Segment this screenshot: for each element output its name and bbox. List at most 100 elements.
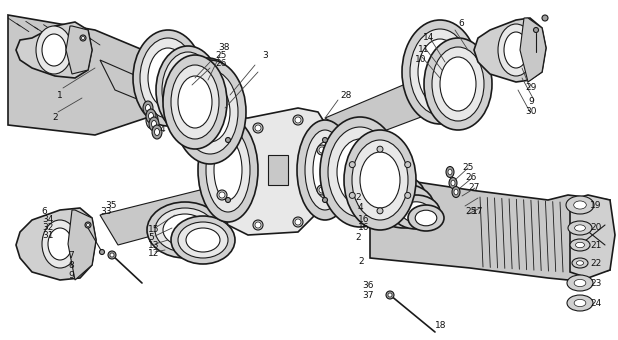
Circle shape	[323, 198, 328, 203]
Text: 19: 19	[590, 201, 601, 209]
Ellipse shape	[354, 172, 426, 224]
Text: 7: 7	[68, 251, 74, 259]
Text: 13: 13	[148, 240, 159, 250]
Circle shape	[87, 223, 90, 226]
Ellipse shape	[155, 208, 215, 252]
Text: 31: 31	[42, 231, 54, 239]
Circle shape	[388, 293, 392, 297]
Text: 6: 6	[458, 18, 464, 28]
Text: 2: 2	[355, 193, 361, 203]
Ellipse shape	[567, 295, 593, 311]
Text: 3: 3	[262, 51, 268, 59]
Circle shape	[349, 162, 355, 168]
Ellipse shape	[574, 300, 586, 307]
Text: 2: 2	[52, 114, 57, 122]
Polygon shape	[16, 22, 92, 78]
Polygon shape	[474, 18, 546, 82]
Circle shape	[349, 192, 355, 199]
Circle shape	[82, 36, 85, 39]
Circle shape	[253, 220, 263, 230]
Ellipse shape	[182, 70, 238, 154]
Polygon shape	[16, 208, 96, 280]
Circle shape	[219, 192, 225, 198]
Ellipse shape	[352, 140, 408, 220]
Ellipse shape	[149, 117, 159, 131]
Ellipse shape	[184, 64, 232, 136]
Ellipse shape	[408, 205, 444, 231]
Text: 25: 25	[465, 207, 476, 217]
Ellipse shape	[152, 125, 162, 139]
Circle shape	[253, 123, 263, 133]
Ellipse shape	[392, 195, 440, 229]
Polygon shape	[370, 175, 610, 280]
Ellipse shape	[198, 118, 258, 222]
Text: 37: 37	[362, 291, 373, 301]
Ellipse shape	[449, 177, 457, 188]
Ellipse shape	[574, 201, 586, 209]
Ellipse shape	[146, 111, 158, 129]
Text: 17: 17	[472, 207, 483, 217]
Ellipse shape	[418, 39, 462, 105]
Ellipse shape	[337, 139, 383, 205]
Text: 34: 34	[42, 216, 53, 224]
Ellipse shape	[174, 60, 246, 164]
Ellipse shape	[191, 73, 225, 127]
Ellipse shape	[320, 117, 400, 227]
Text: 35: 35	[105, 201, 117, 209]
Text: 28: 28	[340, 90, 352, 100]
Ellipse shape	[148, 113, 153, 119]
Text: 4: 4	[160, 125, 166, 135]
Text: 27: 27	[468, 184, 480, 192]
Text: 11: 11	[418, 46, 430, 54]
Ellipse shape	[143, 101, 153, 115]
Text: 21: 21	[590, 240, 601, 250]
Ellipse shape	[42, 220, 78, 268]
Circle shape	[386, 291, 394, 299]
Ellipse shape	[42, 34, 66, 66]
Circle shape	[226, 198, 231, 203]
Circle shape	[542, 15, 548, 21]
Polygon shape	[68, 210, 96, 280]
Circle shape	[317, 185, 327, 195]
Ellipse shape	[432, 47, 484, 121]
Text: 14: 14	[423, 34, 434, 42]
Ellipse shape	[214, 140, 242, 200]
Ellipse shape	[148, 48, 188, 108]
Text: 32: 32	[42, 223, 53, 233]
Text: 22: 22	[590, 258, 601, 268]
Text: 26: 26	[465, 173, 476, 183]
Circle shape	[217, 143, 227, 153]
Ellipse shape	[154, 129, 159, 136]
Text: 10: 10	[415, 55, 426, 65]
Ellipse shape	[145, 104, 151, 112]
Text: 8: 8	[68, 260, 74, 270]
Ellipse shape	[178, 58, 238, 142]
Text: 12: 12	[148, 250, 159, 258]
Ellipse shape	[575, 225, 585, 231]
Ellipse shape	[575, 242, 585, 248]
Ellipse shape	[171, 216, 235, 264]
Polygon shape	[66, 26, 92, 74]
Ellipse shape	[374, 184, 434, 228]
Text: 38: 38	[218, 44, 229, 52]
Ellipse shape	[446, 167, 454, 177]
Ellipse shape	[147, 202, 223, 258]
Ellipse shape	[454, 189, 458, 195]
Ellipse shape	[162, 52, 214, 128]
Polygon shape	[325, 175, 400, 222]
Circle shape	[80, 35, 86, 41]
Circle shape	[226, 137, 231, 142]
Ellipse shape	[424, 38, 492, 130]
Circle shape	[319, 147, 325, 153]
Ellipse shape	[368, 182, 412, 214]
Text: 24: 24	[590, 299, 601, 307]
Circle shape	[295, 117, 301, 123]
Circle shape	[293, 115, 303, 125]
Text: 9: 9	[68, 271, 74, 279]
Circle shape	[255, 222, 261, 228]
Polygon shape	[8, 15, 165, 135]
Ellipse shape	[577, 261, 583, 265]
Ellipse shape	[504, 32, 528, 68]
Ellipse shape	[313, 142, 337, 198]
Circle shape	[377, 146, 383, 152]
